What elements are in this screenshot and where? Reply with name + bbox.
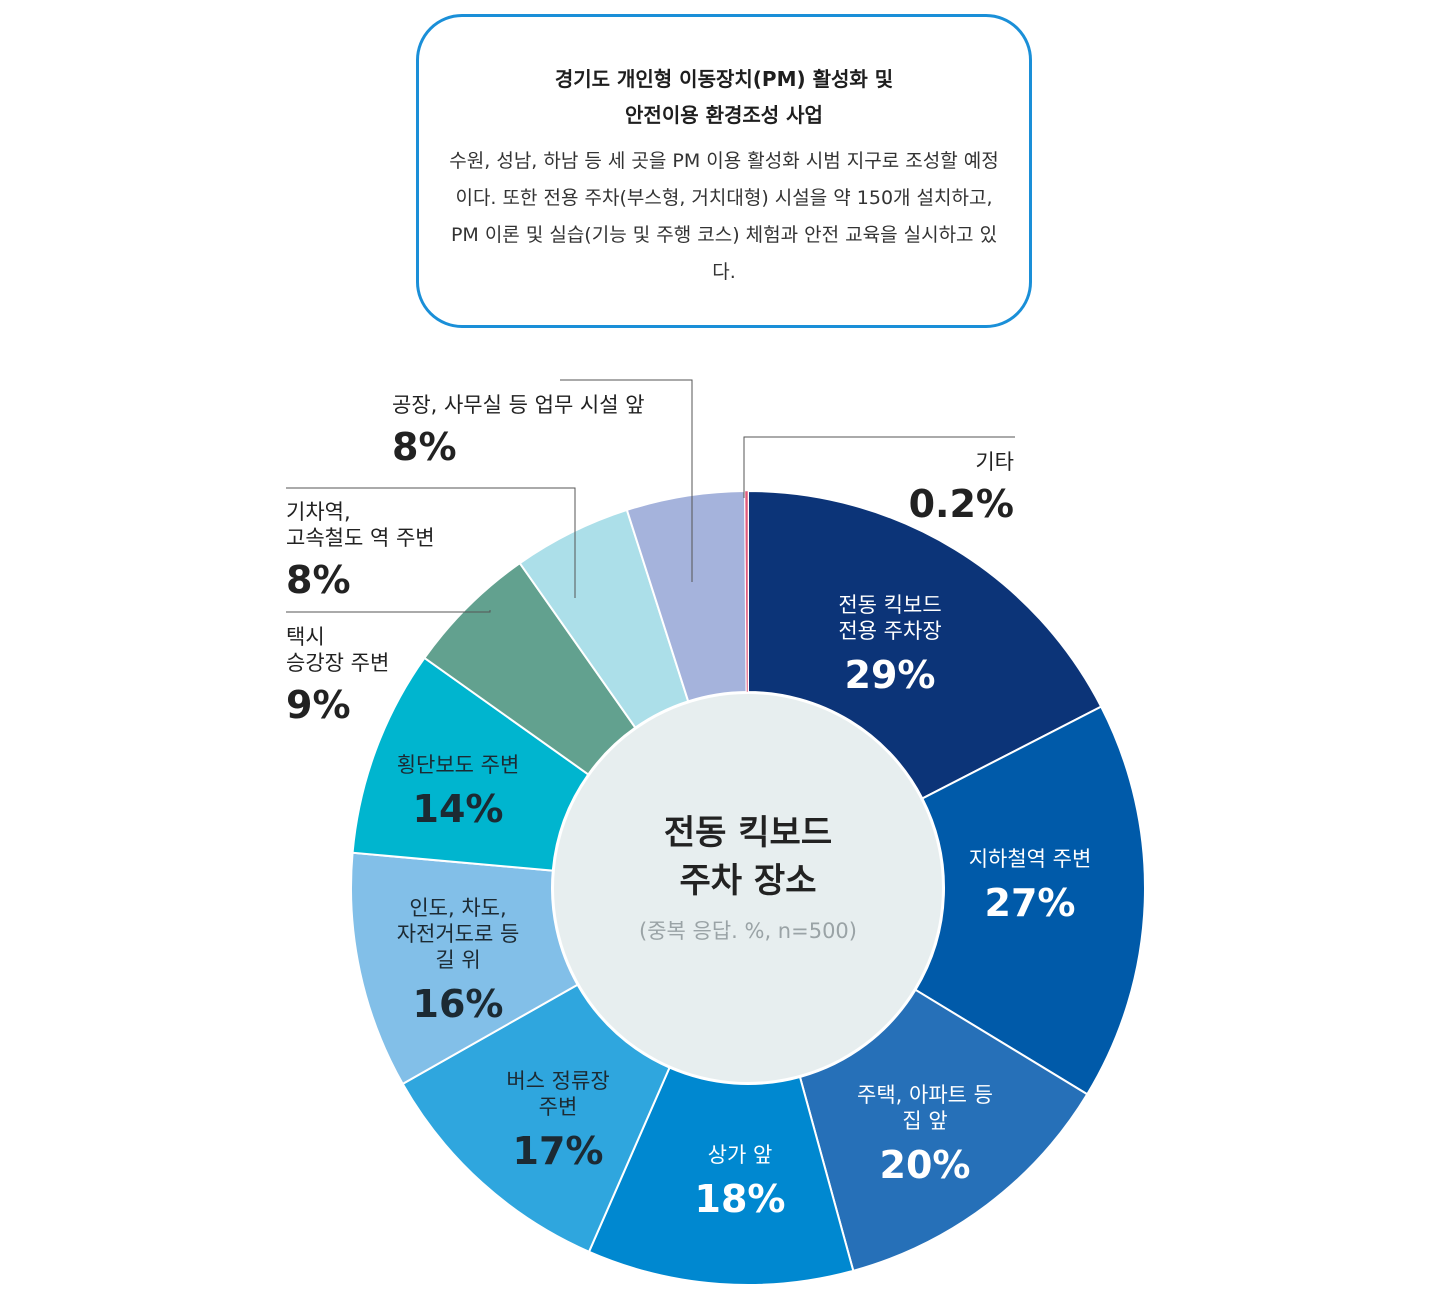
slice-value-0: 29%: [845, 653, 936, 697]
info-title-line2: 안전이용 환경조성 사업: [625, 103, 823, 127]
slice-value-10: 0.2%: [909, 482, 1014, 526]
slice-label-2-1: 집 앞: [902, 1109, 947, 1133]
slice-label-8-1: 고속철도 역 주변: [286, 526, 435, 550]
slice-label-5-1: 자전거도로 등: [397, 922, 520, 946]
slice-value-5: 16%: [413, 982, 504, 1026]
info-box: 경기도 개인형 이동장치(PM) 활성화 및 안전이용 환경조성 사업 수원, …: [416, 14, 1032, 328]
info-body: 수원, 성남, 하남 등 세 곳을 PM 이용 활성화 시범 지구로 조성할 예…: [449, 150, 999, 283]
slice-label-6-0: 횡단보도 주변: [397, 753, 520, 777]
slice-label-5-2: 길 위: [435, 948, 480, 972]
slice-value-4: 17%: [513, 1129, 604, 1173]
slice-label-3-0: 상가 앞: [708, 1143, 773, 1167]
slice-value-8: 8%: [286, 558, 351, 602]
slice-label-8-0: 기차역,: [286, 500, 351, 524]
leader-line-10: [743, 436, 1015, 498]
slice-label-1-0: 지하철역 주변: [969, 847, 1092, 871]
slice-label-9-0: 공장, 사무실 등 업무 시설 앞: [392, 393, 645, 417]
leader-line-7: [286, 610, 491, 613]
center-title-line2: 주차 장소: [680, 861, 817, 901]
center-hole: [554, 694, 942, 1082]
info-title-line1: 경기도 개인형 이동장치(PM) 활성화 및: [554, 67, 894, 91]
slice-label-5-0: 인도, 차도,: [409, 896, 506, 920]
slice-label-4-0: 버스 정류장: [506, 1069, 609, 1093]
slice-value-2: 20%: [880, 1143, 971, 1187]
slice-0: [747, 489, 1103, 800]
leader-line-8: [286, 487, 576, 598]
slice-label-0-1: 전용 주차장: [838, 619, 941, 643]
slice-value-1: 27%: [985, 881, 1076, 925]
slice-value-6: 14%: [413, 787, 504, 831]
slice-value-9: 8%: [392, 425, 457, 469]
info-title: 경기도 개인형 이동장치(PM) 활성화 및 안전이용 환경조성 사업: [419, 61, 1029, 133]
center-subtitle: (중복 응답. %, n=500): [639, 919, 857, 943]
slice-2: [798, 988, 1089, 1273]
slice-label-0-0: 전동 킥보드: [838, 593, 941, 617]
slice-label-2-0: 주택, 아파트 등: [857, 1083, 993, 1107]
slice-4: [401, 983, 671, 1254]
slice-label-10-0: 기타: [975, 450, 1014, 474]
slice-label-7-0: 택시: [286, 625, 325, 649]
leader-line-9: [560, 379, 693, 582]
slice-value-3: 18%: [695, 1177, 786, 1221]
slice-1: [914, 705, 1146, 1096]
slice-value-7: 9%: [286, 683, 351, 727]
center-title-line1: 전동 킥보드: [664, 813, 832, 853]
slice-label-7-1: 승강장 주변: [286, 651, 389, 675]
slice-10: [744, 490, 749, 693]
slice-3: [587, 1066, 855, 1286]
slice-label-4-1: 주변: [539, 1095, 578, 1119]
